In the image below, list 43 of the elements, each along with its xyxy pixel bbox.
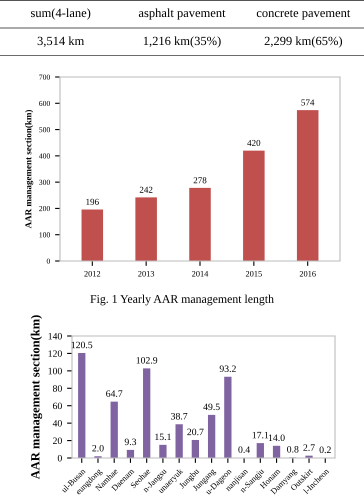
text: 1,216 km(35%) <box>144 36 221 48</box>
data-label: 17.1 <box>252 432 268 438</box>
data-label: 278 <box>194 177 206 184</box>
data-label: 38.7 <box>171 412 188 420</box>
data-label: 0.8 <box>287 446 298 453</box>
y-tick-label: 120 <box>48 350 62 357</box>
y-tick-label: 40 <box>52 420 62 427</box>
data-label: 14.0 <box>268 434 285 442</box>
y-axis-title: AAR management section(km) <box>30 315 42 480</box>
data-label: 0.4 <box>238 446 250 453</box>
text: 3,514 km <box>38 36 84 47</box>
data-label: 420 <box>247 140 260 146</box>
x-tick-label: 2014 <box>192 270 208 277</box>
text: asphalt pavement <box>138 8 226 20</box>
data-label: 93.2 <box>220 365 236 372</box>
data-label: 20.7 <box>187 428 204 436</box>
data-label: 196 <box>86 198 99 205</box>
data-label: 0.2 <box>320 446 331 454</box>
caption: Fig. 1 Yearly AAR management length <box>90 294 274 306</box>
y-tick-label: 60 <box>52 402 62 410</box>
data-label: 49.5 <box>203 404 220 410</box>
text: concrete pavement <box>256 10 350 20</box>
y-tick-label: 80 <box>52 385 62 392</box>
y-tick-label: 20 <box>52 437 62 444</box>
y-axis-title: AAR management section(km) <box>25 110 34 228</box>
data-label: 2.7 <box>303 444 315 451</box>
x-tick-label: 2015 <box>246 270 262 277</box>
x-tick-label: 2012 <box>84 270 100 277</box>
y-tick-label: 0 <box>58 454 62 462</box>
text: sum(4-lane) <box>30 8 90 20</box>
data-label: 120.5 <box>72 342 92 348</box>
data-label: 9.3 <box>124 438 136 446</box>
x-tick-label: 2013 <box>138 270 154 277</box>
y-tick-label: 140 <box>48 332 62 340</box>
data-label: 2.0 <box>92 444 104 452</box>
data-label: 242 <box>140 186 152 193</box>
data-label: 64.7 <box>106 390 122 397</box>
data-label: 102.9 <box>136 357 158 364</box>
data-label: 574 <box>301 99 314 106</box>
text: 2,299 km(65%) <box>264 36 342 48</box>
x-tick-label: 2016 <box>300 270 316 277</box>
data-label: 15.1 <box>155 434 171 440</box>
y-tick-label: 100 <box>48 368 62 374</box>
